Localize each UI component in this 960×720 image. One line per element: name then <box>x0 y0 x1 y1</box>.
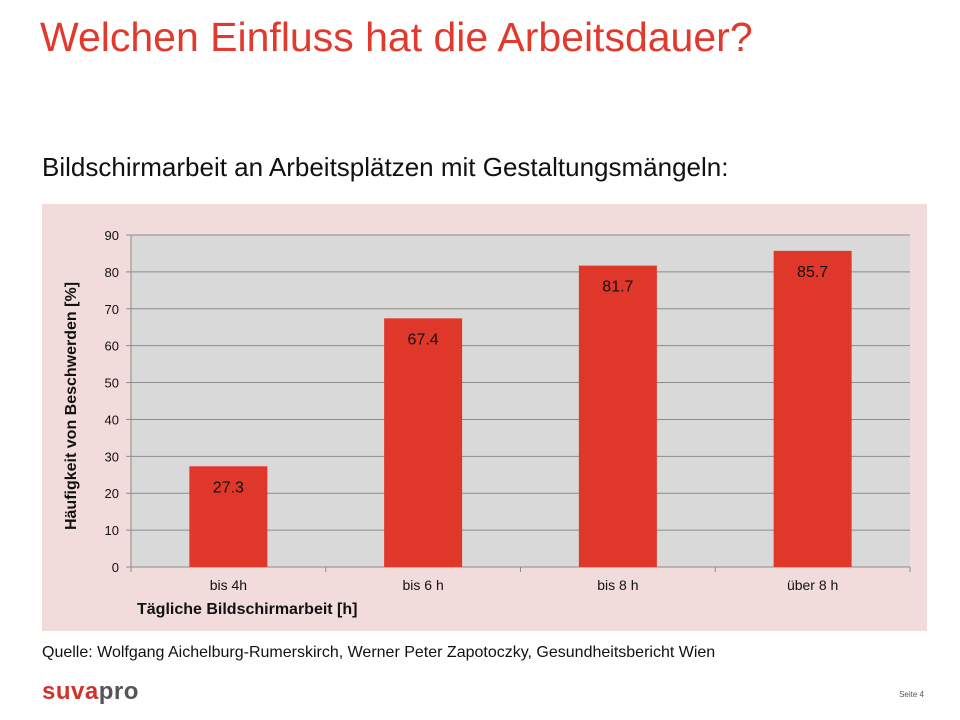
bar-bis-8-h <box>578 265 657 567</box>
source-citation: Quelle: Wolfgang Aichelburg-Rumerskirch,… <box>42 644 716 661</box>
y-axis-title: Häufigkeit von Beschwerden [%] <box>63 282 80 530</box>
suvapro-logo: suvapro <box>42 678 139 705</box>
y-tick-label: 40 <box>105 412 119 427</box>
x-tick-label: bis 4h <box>210 577 247 593</box>
bar-chart: 0 10 20 30 40 50 60 70 80 90 27.3 bis 4h 67.4 bis 6 h… <box>63 228 911 618</box>
y-tick-label: 0 <box>112 560 119 575</box>
bar-über-8-h <box>773 250 852 567</box>
x-tick-label: bis 6 h <box>403 577 444 593</box>
data-label: 81.7 <box>602 279 633 296</box>
y-tick-label: 70 <box>105 302 119 317</box>
y-tick-label: 60 <box>105 339 119 354</box>
y-tick-label: 90 <box>105 228 119 243</box>
x-tick-label: über 8 h <box>787 577 838 593</box>
bar-bis-6-h <box>384 318 463 567</box>
x-axis-title: Tägliche Bildschirmarbeit [h] <box>137 601 357 618</box>
y-tick-label: 80 <box>105 265 119 280</box>
y-tick-label: 30 <box>105 449 119 464</box>
slide-title: Welchen Einfluss hat die Arbeitsdauer? <box>40 14 753 60</box>
data-label: 85.7 <box>797 264 828 281</box>
page-number: Seite 4 <box>899 690 924 699</box>
chart-frame: 0 10 20 30 40 50 60 70 80 90 27.3 bis 4h 67.4 bis 6 h… <box>42 204 927 631</box>
y-tick-label: 50 <box>105 376 119 391</box>
data-label: 67.4 <box>408 331 439 348</box>
y-tick-label: 10 <box>105 523 119 538</box>
x-tick-label: bis 8 h <box>597 577 638 593</box>
slide-subtitle: Bildschirmarbeit an Arbeitsplätzen mit G… <box>42 152 729 182</box>
bar-bis-4h <box>189 466 268 567</box>
y-tick-label: 20 <box>105 486 119 501</box>
data-label: 27.3 <box>213 479 244 496</box>
